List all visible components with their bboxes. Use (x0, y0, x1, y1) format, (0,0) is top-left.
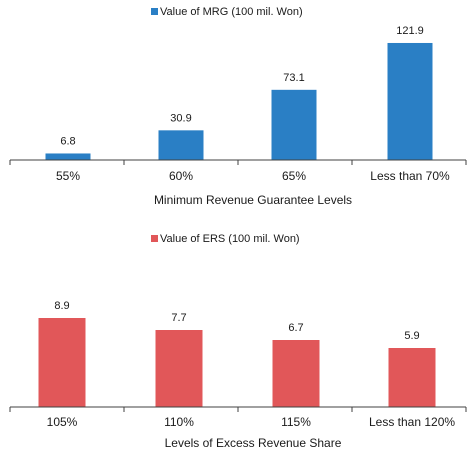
legend-label: Value of ERS (100 mil. Won) (160, 233, 300, 245)
x-axis-title: Levels of Excess Revenue Share (165, 436, 342, 450)
x-tick-label: 55% (56, 169, 80, 183)
bar (38, 318, 86, 407)
x-tick-label: 60% (169, 169, 193, 183)
bar (45, 153, 91, 160)
legend-swatch (151, 8, 158, 15)
x-tick-label: 65% (282, 169, 306, 183)
x-tick-label: 115% (281, 415, 311, 429)
bar (155, 330, 203, 407)
x-tick-label: 105% (47, 415, 78, 429)
data-label: 6.8 (60, 135, 75, 147)
data-label: 5.9 (404, 330, 419, 342)
mrg-chart: Value of MRG (100 mil. Won) 6.8 30.9 73.1 12… (9, 6, 467, 207)
data-label: 73.1 (283, 72, 304, 84)
x-axis-title: Minimum Revenue Guarantee Levels (154, 193, 352, 207)
data-label: 8.9 (54, 300, 69, 312)
bar (272, 340, 320, 407)
bar (271, 89, 317, 160)
data-label: 7.7 (171, 312, 186, 324)
x-tick-label: 110% (164, 415, 194, 429)
x-tick-label: Less than 120% (369, 415, 455, 429)
bar (388, 348, 436, 407)
bar (158, 130, 204, 160)
bar (387, 42, 433, 161)
data-label: 30.9 (170, 112, 191, 124)
legend-label: Value of MRG (100 mil. Won) (160, 6, 303, 18)
data-label: 121.9 (396, 25, 424, 37)
x-tick-label: Less than 70% (370, 169, 450, 183)
ers-chart: Value of ERS (100 mil. Won) 8.9 7.7 6.7 5.9 1… (9, 233, 467, 450)
data-label: 6.7 (288, 322, 303, 334)
legend-swatch (151, 235, 158, 242)
